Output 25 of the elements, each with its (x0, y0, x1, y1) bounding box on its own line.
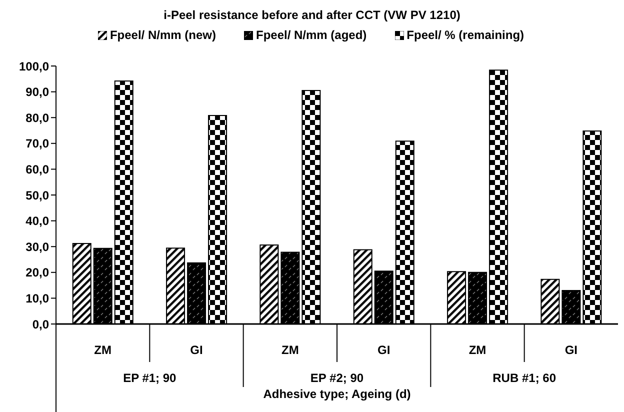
x-axis-title: Adhesive type; Ageing (d) (263, 387, 411, 401)
y-tick-label: 70,0 (26, 136, 50, 151)
text: EP #1; 90 (123, 371, 177, 385)
x-tick-label: ZM (94, 343, 112, 357)
legend-label: Fpeel/ N/mm (aged) (254, 28, 367, 42)
y-tick-label: 100,0 (18, 59, 50, 74)
y-tick-label: 0,0 (32, 317, 50, 332)
y-tick-label: 90,0 (26, 85, 50, 100)
legend-label: Fpeel/ % (remaining) (406, 28, 524, 42)
y-tick-label: 10,0 (26, 291, 50, 306)
text: EP #2; 90 (310, 371, 364, 385)
x-tick-label: GI (190, 343, 203, 357)
x-tick-label: ZM (468, 343, 486, 357)
y-tick-label: 50,0 (26, 188, 50, 202)
text: RUB #1; 60 (492, 371, 556, 385)
y-tick-label: 40,0 (26, 214, 50, 228)
x-tick-label: GI (377, 343, 390, 357)
y-tick-label: 30,0 (26, 240, 50, 254)
legend-label: Fpeel/ N/mm (new) (108, 28, 216, 42)
y-tick-label: 20,0 (26, 266, 50, 280)
y-tick-label: 60,0 (26, 162, 50, 176)
x-tick-label: GI (564, 343, 578, 357)
x-tick-label: ZM (282, 343, 299, 357)
y-tick-label: 80,0 (26, 110, 50, 125)
chart-title: i-Peel resistance before and after CCT (VW PV 1210) (162, 8, 462, 22)
